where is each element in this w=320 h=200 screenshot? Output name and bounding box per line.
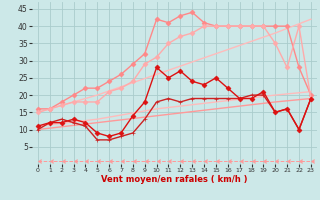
X-axis label: Vent moyen/en rafales ( km/h ): Vent moyen/en rafales ( km/h ) — [101, 175, 248, 184]
